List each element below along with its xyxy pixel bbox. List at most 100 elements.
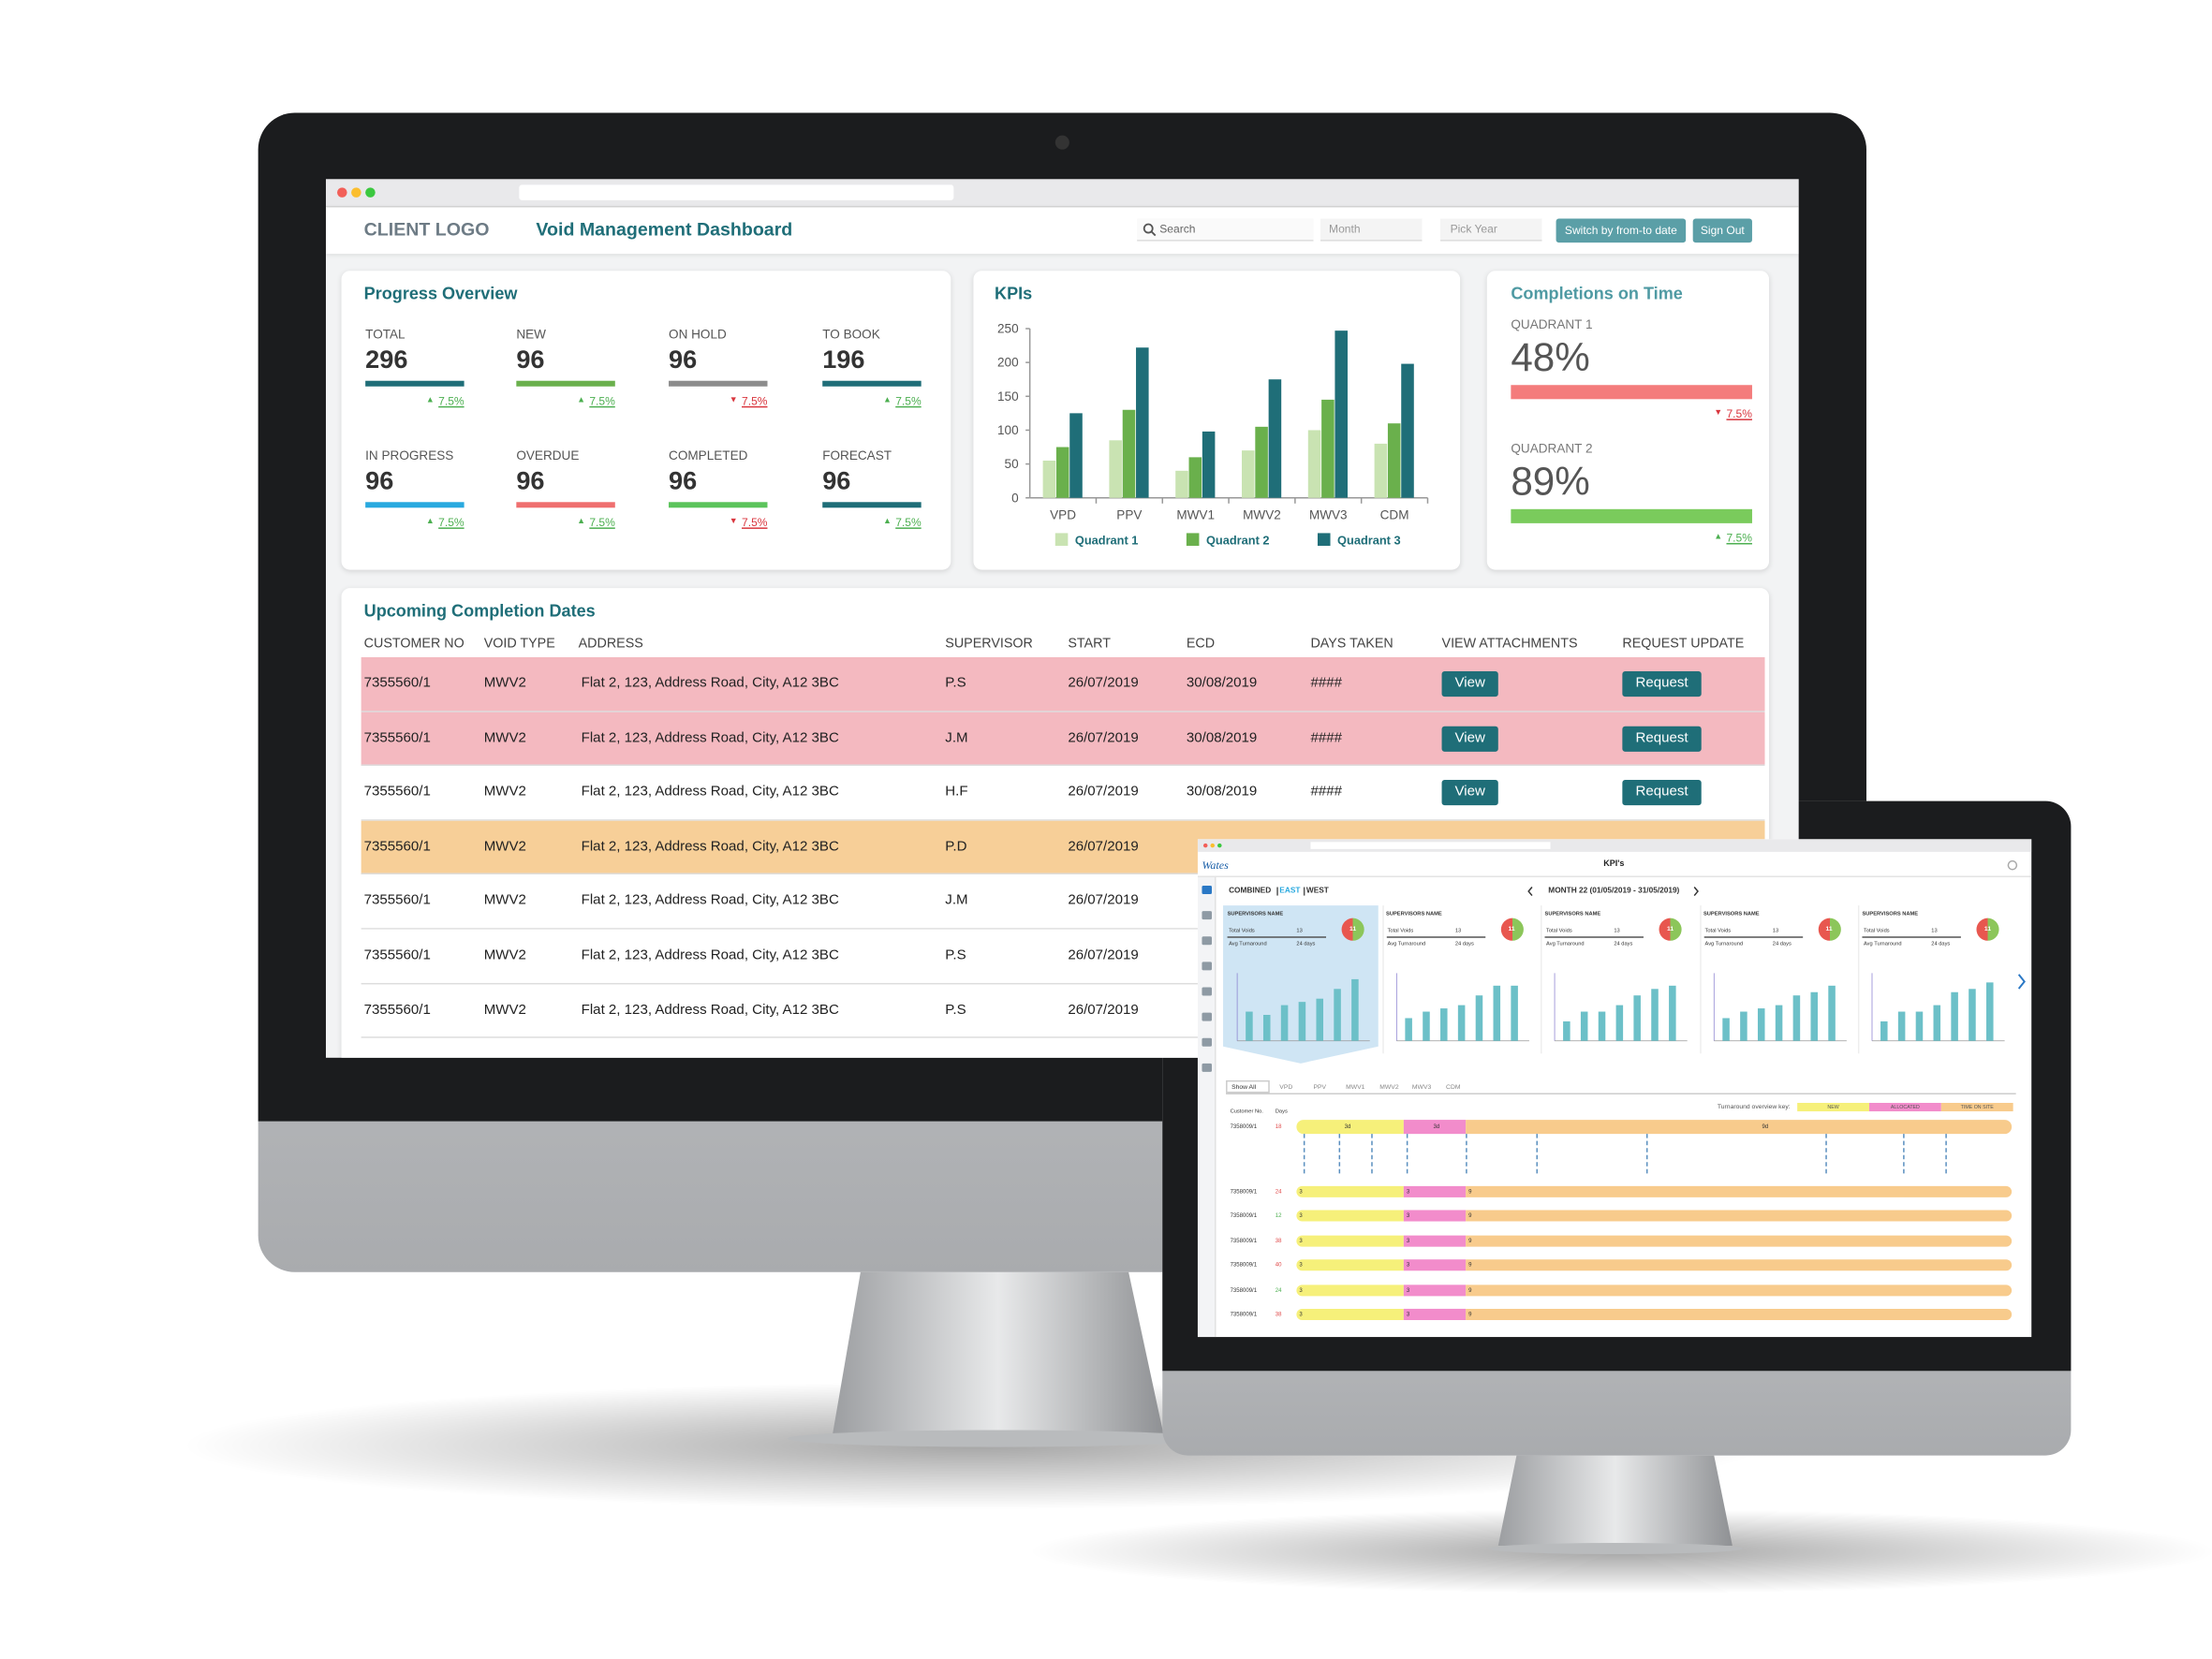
sign-out-label[interactable]: Sign Out bbox=[1700, 224, 1745, 237]
quadrant-label: QUADRANT 1 bbox=[1511, 316, 1593, 331]
request-button[interactable] bbox=[1622, 726, 1702, 752]
score-value: 11 bbox=[1825, 925, 1833, 933]
mini-bar bbox=[1827, 985, 1836, 1041]
column-header: SUPERVISOR bbox=[945, 636, 1033, 653]
y-tick-label: 200 bbox=[997, 356, 1019, 370]
quadrant-change: 7.5% bbox=[1726, 532, 1752, 545]
view-button[interactable] bbox=[1441, 780, 1498, 806]
request-button[interactable] bbox=[1622, 780, 1702, 806]
view-button-label[interactable]: View bbox=[1454, 675, 1485, 692]
table-cell: MWV2 bbox=[483, 1002, 526, 1019]
filter-tab[interactable]: PPV bbox=[1313, 1083, 1327, 1091]
timeline-segment bbox=[1466, 1185, 2013, 1197]
header-rule bbox=[1197, 875, 2032, 877]
table-cell: MWV2 bbox=[483, 893, 526, 909]
sidebar-icon[interactable] bbox=[1202, 1037, 1212, 1047]
table-row bbox=[361, 656, 1765, 712]
table-cell: MWV2 bbox=[483, 839, 526, 855]
customer-no: 7358009/1 bbox=[1230, 1236, 1258, 1244]
metric-bar bbox=[822, 380, 922, 387]
metric-change: 7.5% bbox=[742, 516, 768, 530]
key-label: NEW bbox=[1827, 1104, 1839, 1110]
next-panels bbox=[2017, 974, 2026, 990]
filter-tab[interactable]: MWV3 bbox=[1411, 1083, 1432, 1091]
score-value: 11 bbox=[1508, 925, 1515, 933]
sidebar-icon[interactable] bbox=[1202, 1012, 1212, 1021]
sidebar-icon[interactable] bbox=[1202, 1063, 1212, 1072]
milestone-line bbox=[1645, 1134, 1648, 1174]
avg-value: 24 days bbox=[1296, 940, 1316, 947]
filter-tab[interactable]: VPD bbox=[1279, 1083, 1293, 1091]
sidebar-icon[interactable] bbox=[1202, 987, 1212, 996]
table-cell: P.S bbox=[945, 1002, 966, 1019]
switch-button-label[interactable]: Switch by from-to date bbox=[1564, 224, 1677, 237]
mini-bar bbox=[1404, 1018, 1412, 1041]
mini-bar bbox=[1262, 1015, 1271, 1041]
request-button-label[interactable]: Request bbox=[1635, 784, 1688, 800]
table-row bbox=[361, 766, 1765, 821]
mini-bar bbox=[1721, 1018, 1730, 1041]
view-button-label[interactable]: View bbox=[1454, 729, 1485, 746]
panel bbox=[1857, 905, 2011, 1054]
table-cell: MWV2 bbox=[483, 947, 526, 963]
mini-bar bbox=[1474, 995, 1482, 1041]
card-title: Completions on Time bbox=[1511, 283, 1683, 303]
sidebar-icon[interactable] bbox=[1202, 962, 1212, 971]
metric-bar bbox=[365, 502, 465, 508]
milestone-line bbox=[1371, 1134, 1373, 1174]
segment-label: 3 bbox=[1299, 1260, 1303, 1268]
mini-bar bbox=[1280, 1005, 1289, 1041]
segment-label: 3 bbox=[1406, 1211, 1410, 1218]
view-button-label[interactable]: View bbox=[1454, 784, 1485, 800]
bar bbox=[1335, 330, 1348, 498]
x-tick-label: MWV1 bbox=[1176, 507, 1215, 521]
window-dot bbox=[1210, 843, 1216, 848]
filter-separator bbox=[1276, 887, 1277, 896]
switch-button[interactable] bbox=[1556, 218, 1687, 243]
segment-label: 3 bbox=[1299, 1309, 1303, 1317]
region-filter[interactable]: COMBINED bbox=[1229, 887, 1272, 896]
metric-change: 7.5% bbox=[438, 516, 465, 530]
column-header: ECD bbox=[1186, 636, 1216, 653]
segment-label: 9 bbox=[1468, 1186, 1472, 1195]
avg-label: Avg Turnaround bbox=[1863, 940, 1902, 947]
mini-bar bbox=[1669, 985, 1676, 1041]
view-button[interactable] bbox=[1441, 671, 1498, 697]
segment-label: 3 bbox=[1299, 1211, 1303, 1218]
trend-arrow: ▼ bbox=[1714, 409, 1723, 418]
request-button-label[interactable]: Request bbox=[1635, 675, 1688, 692]
sidebar-icon[interactable] bbox=[1202, 886, 1212, 895]
table-cell: 30/08/2019 bbox=[1186, 675, 1258, 692]
request-button[interactable] bbox=[1622, 671, 1702, 697]
legend-label: Quadrant 3 bbox=[1337, 533, 1401, 547]
table-cell: 26/07/2019 bbox=[1068, 947, 1139, 963]
mini-bar bbox=[1492, 985, 1500, 1041]
filter-tab[interactable]: MWV1 bbox=[1346, 1083, 1365, 1091]
segment-label: 3 bbox=[1406, 1285, 1410, 1293]
sidebar-icon[interactable] bbox=[1202, 936, 1212, 946]
panel bbox=[1381, 905, 1535, 1054]
bar bbox=[1122, 409, 1136, 498]
sidebar-icon[interactable] bbox=[1202, 911, 1212, 920]
search-icon-lens bbox=[1143, 223, 1154, 234]
sign-out-button[interactable] bbox=[1692, 218, 1752, 243]
view-button[interactable] bbox=[1441, 726, 1498, 752]
request-button-label[interactable]: Request bbox=[1635, 729, 1688, 746]
month-select[interactable] bbox=[1320, 218, 1423, 242]
metric-bar bbox=[516, 502, 615, 508]
search-box[interactable] bbox=[1137, 218, 1314, 242]
avg-value: 24 days bbox=[1772, 940, 1792, 947]
filter-tab[interactable]: MWV2 bbox=[1379, 1083, 1399, 1091]
year-select[interactable] bbox=[1440, 218, 1542, 242]
table-cell: P.D bbox=[945, 839, 967, 855]
filter-tab[interactable]: CDM bbox=[1446, 1083, 1461, 1091]
month-select-label: Month bbox=[1329, 223, 1361, 236]
region-filter[interactable]: WEST bbox=[1305, 887, 1329, 896]
trend-arrow: ▲ bbox=[577, 518, 586, 527]
timeline-segment bbox=[1403, 1259, 1467, 1271]
filter-tab[interactable]: Show All bbox=[1231, 1083, 1257, 1091]
region-filter[interactable]: EAST bbox=[1279, 887, 1301, 896]
mini-bar bbox=[1563, 1020, 1571, 1041]
bar bbox=[1069, 413, 1083, 498]
search-placeholder: Search bbox=[1159, 223, 1196, 236]
